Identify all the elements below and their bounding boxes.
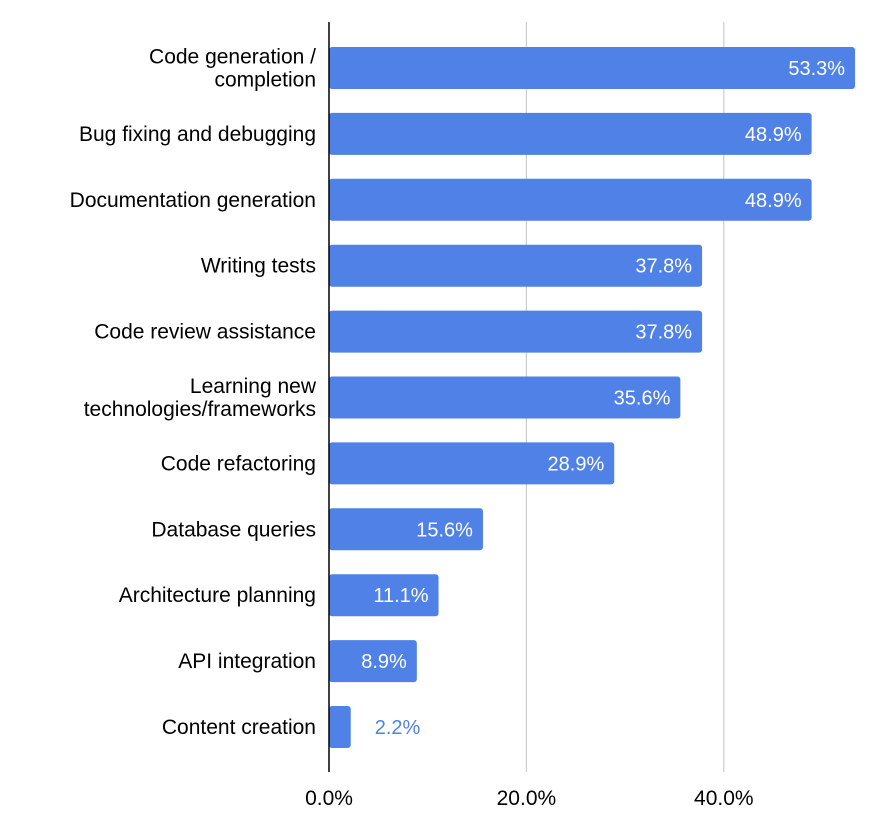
bar — [329, 47, 856, 89]
category-label-line: technologies/frameworks — [84, 398, 316, 421]
category-label-line: Code review assistance — [94, 321, 316, 344]
category-label-line: API integration — [178, 650, 316, 673]
bar — [329, 640, 417, 683]
bar — [329, 178, 812, 221]
bar — [329, 508, 483, 551]
bar — [329, 442, 615, 485]
category-label: Bug fixing and debugging — [79, 123, 316, 146]
category-label-line: Documentation generation — [70, 189, 316, 212]
labels: 0.0% 20.0% 40.0% 53.3% Code generation / comp… — [70, 46, 846, 811]
bar-data-label: 8.9% — [361, 651, 407, 673]
bar-data-label: 35.6% — [614, 388, 671, 410]
x-tick-label: 20.0% — [497, 787, 557, 810]
bar-data-label: 11.1% — [373, 585, 428, 607]
bar-data-label: 48.9% — [745, 190, 802, 212]
x-tick-label: 40.0% — [694, 787, 754, 810]
bar-data-label: 48.9% — [745, 124, 802, 146]
category-label: Database queries — [151, 518, 316, 541]
category-label-line: Writing tests — [201, 255, 316, 278]
category-label: Code review assistance — [94, 321, 316, 344]
category-label: Content creation — [162, 716, 316, 739]
bar — [329, 376, 681, 419]
bar-data-label: 15.6% — [416, 519, 473, 541]
category-label-line: Content creation — [162, 716, 316, 739]
category-label: API integration — [178, 650, 316, 673]
category-label: Documentation generation — [70, 189, 316, 212]
x-tick-label: 0.0% — [305, 787, 353, 810]
bar-data-label: 37.8% — [635, 322, 692, 344]
category-label-line: Learning new — [190, 375, 317, 398]
category-label-line: completion — [214, 69, 316, 92]
bar — [329, 112, 812, 155]
bar-data-label: 53.3% — [788, 58, 845, 80]
category-label-line: Architecture planning — [119, 584, 316, 607]
bar — [329, 310, 703, 353]
bar — [329, 244, 703, 287]
category-label-line: Code refactoring — [161, 452, 316, 475]
bar — [329, 574, 439, 617]
bar-data-label: 28.9% — [548, 453, 605, 475]
category-label-line: Code generation / — [149, 46, 316, 69]
category-label: Learning new technologies/frameworks — [84, 375, 317, 421]
bar-data-label: 2.2% — [375, 717, 421, 739]
bars — [329, 47, 856, 748]
category-label: Writing tests — [201, 255, 316, 278]
bar-data-label: 37.8% — [635, 256, 692, 278]
category-label: Architecture planning — [119, 584, 316, 607]
bar — [329, 706, 351, 748]
category-label: Code generation / completion — [149, 46, 316, 92]
category-label: Code refactoring — [161, 452, 316, 475]
category-label-line: Bug fixing and debugging — [79, 123, 316, 146]
category-label-line: Database queries — [151, 518, 316, 541]
